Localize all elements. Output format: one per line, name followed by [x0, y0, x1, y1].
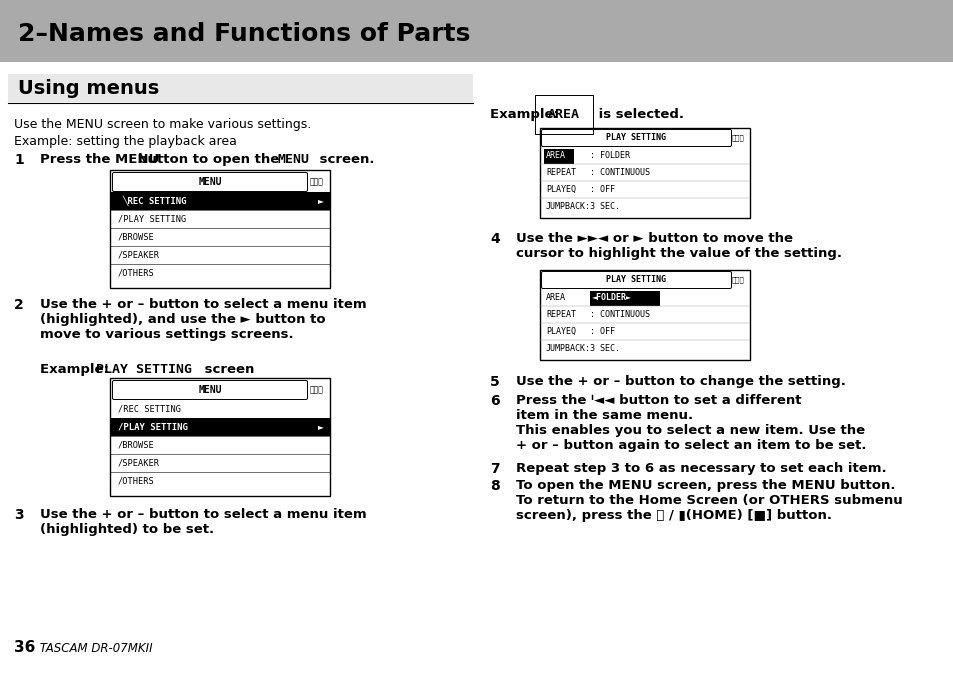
Text: screen: screen [200, 363, 254, 376]
Text: REPEAT: REPEAT [545, 310, 576, 319]
Text: 3 SEC.: 3 SEC. [589, 202, 619, 211]
Bar [589, 291, 659, 306]
Bar [543, 149, 574, 164]
Text: Use the MENU screen to make various settings.: Use the MENU screen to make various sett… [14, 118, 311, 131]
Text: REPEAT: REPEAT [545, 168, 576, 177]
Text: : OFF: : OFF [589, 327, 615, 336]
Text: ╲REC SETTING: ╲REC SETTING [122, 196, 186, 207]
Text: PLAYEQ: PLAYEQ [545, 327, 576, 336]
Text: 6: 6 [490, 394, 499, 408]
Text: JUMPBACK:: JUMPBACK: [545, 202, 590, 211]
Text: screen.: screen. [314, 153, 375, 166]
Text: ◄FOLDER►: ◄FOLDER► [592, 293, 631, 302]
Text: /REC SETTING: /REC SETTING [118, 404, 181, 414]
Text: ⧗⧗⧗: ⧗⧗⧗ [731, 277, 744, 284]
Text: /BROWSE: /BROWSE [118, 441, 154, 450]
Bar [539, 128, 749, 218]
Text: Example: setting the playback area: Example: setting the playback area [14, 135, 236, 148]
Bar [0, 0, 953, 62]
Text: ⧗⧗⧗: ⧗⧗⧗ [310, 178, 323, 186]
Text: : CONTINUOUS: : CONTINUOUS [589, 310, 649, 319]
Text: MENU: MENU [277, 153, 310, 166]
Text: 2–Names and Functions of Parts: 2–Names and Functions of Parts [18, 22, 470, 46]
Text: 4: 4 [490, 232, 499, 246]
Text: : OFF: : OFF [589, 185, 615, 194]
Text: MENU: MENU [198, 177, 221, 187]
Text: AREA: AREA [545, 151, 565, 160]
Bar [110, 192, 330, 210]
Text: /BROWSE: /BROWSE [118, 232, 154, 242]
Bar [110, 170, 330, 288]
Bar [8, 74, 473, 102]
Text: 5: 5 [490, 375, 499, 389]
Text: Use the + or – button to select a menu item
(highlighted), and use the ► button : Use the + or – button to select a menu i… [40, 298, 366, 341]
Text: 3 SEC.: 3 SEC. [589, 344, 619, 353]
Text: To open the MENU screen, press the MENU button.
To return to the Home Screen (or: To open the MENU screen, press the MENU … [516, 479, 902, 522]
Text: Use the + or – button to select a menu item
(highlighted) to be set.: Use the + or – button to select a menu i… [40, 508, 366, 536]
Text: /SPEAKER: /SPEAKER [118, 458, 160, 468]
Text: ►: ► [317, 423, 324, 431]
Text: Using menus: Using menus [18, 80, 159, 99]
Text: button to open the: button to open the [138, 153, 284, 166]
Text: PLAY SETTING: PLAY SETTING [96, 363, 192, 376]
Text: MENU: MENU [198, 385, 221, 395]
Text: 7: 7 [490, 462, 499, 476]
Text: Example:: Example: [40, 363, 113, 376]
Text: PLAYEQ: PLAYEQ [545, 185, 576, 194]
Text: /SPEAKER: /SPEAKER [118, 250, 160, 259]
Text: : FOLDER: : FOLDER [589, 151, 629, 160]
FancyBboxPatch shape [541, 130, 731, 146]
Text: 8: 8 [490, 479, 499, 493]
Text: Press the MENU: Press the MENU [40, 153, 164, 166]
Bar [110, 378, 330, 496]
Text: /PLAY SETTING: /PLAY SETTING [118, 215, 186, 223]
Text: : CONTINUOUS: : CONTINUOUS [589, 168, 649, 177]
Text: is selected.: is selected. [594, 108, 683, 121]
Text: ⧗⧗⧗: ⧗⧗⧗ [310, 385, 323, 394]
Text: /OTHERS: /OTHERS [118, 477, 154, 485]
Text: 1: 1 [14, 153, 24, 167]
Text: PLAY SETTING: PLAY SETTING [606, 134, 666, 142]
Text: 36: 36 [14, 640, 35, 655]
Text: ⧗⧗⧗: ⧗⧗⧗ [731, 135, 744, 141]
Text: Press the ᑊ◄◄ button to set a different
item in the same menu.
This enables you : Press the ᑊ◄◄ button to set a different … [516, 394, 865, 452]
Bar [110, 418, 330, 436]
FancyBboxPatch shape [541, 271, 731, 288]
Text: Example:: Example: [490, 108, 563, 121]
FancyBboxPatch shape [112, 173, 307, 192]
Text: PLAY SETTING: PLAY SETTING [606, 275, 666, 284]
Text: Use the ►►◄ or ► button to move the
cursor to highlight the value of the setting: Use the ►►◄ or ► button to move the curs… [516, 232, 841, 260]
Text: AREA: AREA [547, 108, 579, 121]
Text: Use the + or – button to change the setting.: Use the + or – button to change the sett… [516, 375, 845, 388]
Text: /PLAY SETTING: /PLAY SETTING [118, 423, 188, 431]
Bar [539, 270, 749, 360]
Text: 2: 2 [14, 298, 24, 312]
Text: JUMPBACK:: JUMPBACK: [545, 344, 590, 353]
Text: ►: ► [317, 196, 324, 205]
Text: 3: 3 [14, 508, 24, 522]
Text: TASCAM DR-07MKII: TASCAM DR-07MKII [36, 642, 152, 655]
FancyBboxPatch shape [112, 381, 307, 400]
Text: Repeat step 3 to 6 as necessary to set each item.: Repeat step 3 to 6 as necessary to set e… [516, 462, 885, 475]
Text: /OTHERS: /OTHERS [118, 269, 154, 277]
Text: AREA: AREA [545, 293, 565, 302]
